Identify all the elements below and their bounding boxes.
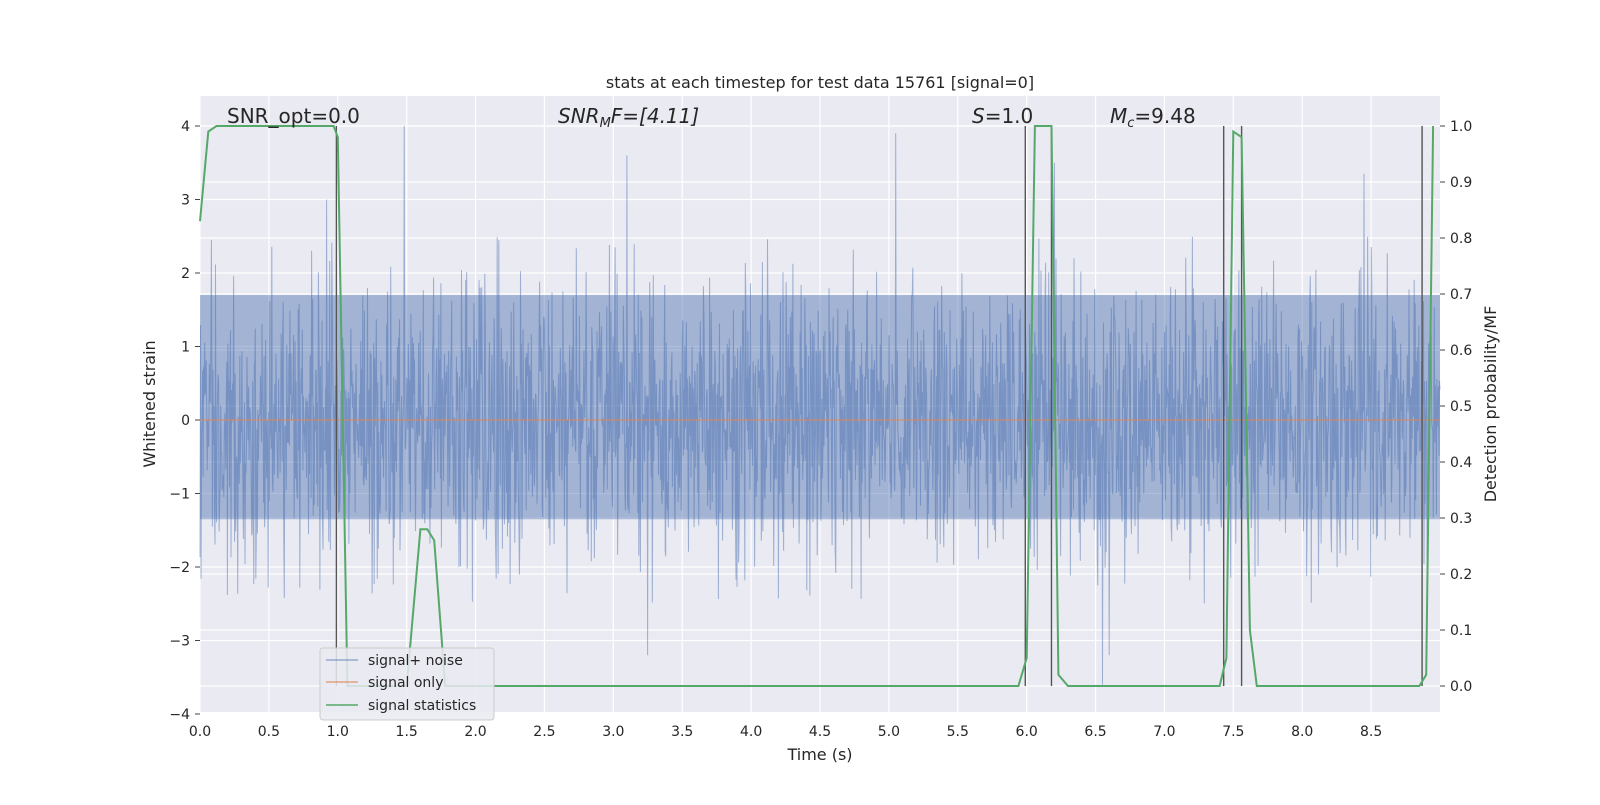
annotation-mc-var: M xyxy=(1110,104,1127,128)
chart-title: stats at each timestep for test data 157… xyxy=(606,73,1034,92)
y-tick-label-right: 0.0 xyxy=(1450,679,1472,695)
series-signal-statistics xyxy=(199,125,1435,687)
x-axis-label: Time (s) xyxy=(786,745,852,764)
y-tick-label-right: 0.8 xyxy=(1450,231,1472,247)
y-tick-label-right: 0.1 xyxy=(1450,623,1472,639)
annotation-s-rest: =1.0 xyxy=(985,104,1034,128)
y-tick-label-right: 0.2 xyxy=(1450,567,1472,583)
legend-box xyxy=(319,647,495,721)
x-tick-label: 7.0 xyxy=(1153,724,1175,740)
annotation-snr-mf-rest: F=[4.11] xyxy=(611,104,699,128)
x-tick-label: 8.0 xyxy=(1291,724,1313,740)
x-tick-label: 8.5 xyxy=(1360,724,1382,740)
x-tick-label: 6.0 xyxy=(1016,724,1038,740)
y-tick-label-right: 0.3 xyxy=(1450,511,1472,527)
annotation-s: S=1.0 xyxy=(972,104,1033,128)
annotation-mc: Mc=9.48 xyxy=(1110,104,1196,131)
legend-label-signal: signal only xyxy=(368,675,443,691)
y-tick-label-left: 3 xyxy=(181,193,190,209)
annotation-snr-mf-sub: M xyxy=(600,116,611,131)
x-tick-label: 4.5 xyxy=(809,724,831,740)
annotation-snr-mf: SNRMF=[4.11] xyxy=(558,104,699,131)
x-tick-label: 7.5 xyxy=(1222,724,1244,740)
y-tick-label-left: −2 xyxy=(169,560,190,576)
annotation-mc-rest: =9.48 xyxy=(1134,104,1195,128)
y-tick-label-right: 0.4 xyxy=(1450,455,1472,471)
annotation-mc-sub: c xyxy=(1127,116,1134,131)
legend: signal+ noise signal only signal statist… xyxy=(319,647,495,721)
y-tick-label-left: 4 xyxy=(181,119,190,135)
vertical-lines-layer xyxy=(335,126,1423,686)
x-tick-label: 0.0 xyxy=(189,724,211,740)
signal-statistics-layer xyxy=(199,125,1435,687)
y-tick-label-left: 1 xyxy=(181,340,190,356)
y-tick-label-left: −1 xyxy=(169,487,190,503)
y-axis-label-right: Detection probability/MF xyxy=(1481,306,1500,503)
x-tick-label: 3.0 xyxy=(602,724,624,740)
x-tick-label: 1.5 xyxy=(396,724,418,740)
y-axis-label-left: Whitened strain xyxy=(140,340,159,467)
x-tick-label: 6.5 xyxy=(1084,724,1106,740)
annotation-snr-opt: SNR_opt=0.0 xyxy=(227,104,360,128)
x-tick-label: 2.5 xyxy=(533,724,555,740)
noise-series-layer xyxy=(199,125,1441,685)
annotation-snr-mf-base: SNR xyxy=(558,104,600,128)
x-tick-label: 1.0 xyxy=(327,724,349,740)
y-tick-label-left: 2 xyxy=(181,266,190,282)
annotation-s-var: S xyxy=(972,104,985,128)
y-tick-label-right: 0.9 xyxy=(1450,175,1472,191)
annotations: SNR_opt=0.0 SNRMF=[4.11] S=1.0 Mc=9.48 xyxy=(227,104,1196,131)
y-tick-label-left: −4 xyxy=(169,707,190,723)
legend-label-noise: signal+ noise xyxy=(368,653,463,669)
y-tick-label-right: 0.5 xyxy=(1450,399,1472,415)
tick-layer: 0.0 0.5 1.0 1.5 2.0 2.5 3.0 3.5 4.0 4.5 5.0 5.5 6.0 6… xyxy=(169,119,1472,740)
y-tick-label-left: −3 xyxy=(169,634,190,650)
y-tick-label-right: 0.6 xyxy=(1450,343,1472,359)
legend-label-stats: signal statistics xyxy=(368,698,476,714)
y-tick-label-left: 0 xyxy=(181,413,190,429)
x-tick-label: 5.5 xyxy=(947,724,969,740)
x-tick-label: 4.0 xyxy=(740,724,762,740)
x-tick-label: 2.0 xyxy=(464,724,486,740)
x-tick-label: 3.5 xyxy=(671,724,693,740)
x-tick-label: 0.5 xyxy=(258,724,280,740)
x-tick-label: 5.0 xyxy=(878,724,900,740)
y-tick-label-right: 0.7 xyxy=(1450,287,1472,303)
y-tick-label-right: 1.0 xyxy=(1450,119,1472,135)
series-signal-plus-noise xyxy=(199,125,1441,685)
